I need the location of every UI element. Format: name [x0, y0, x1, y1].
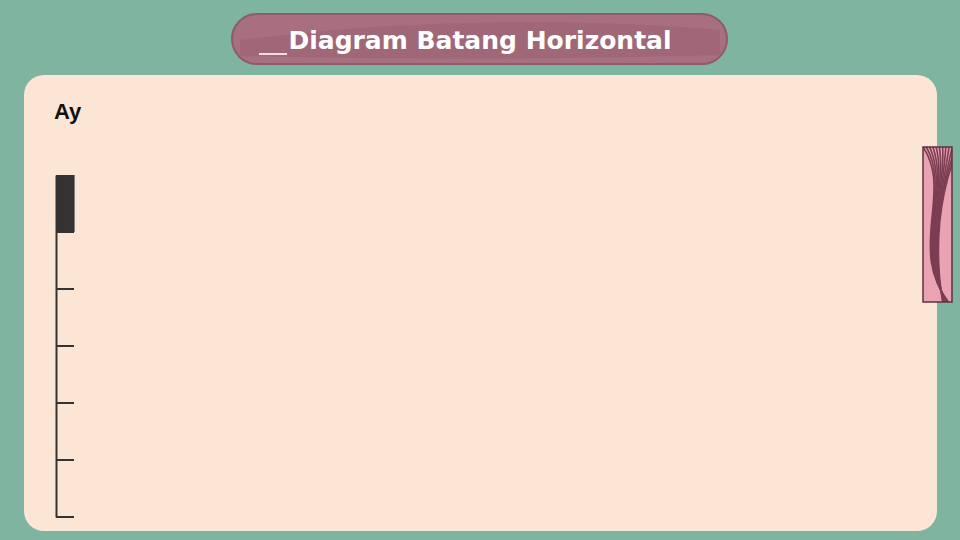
- bar: [56, 175, 75, 232]
- header-shade: [240, 22, 720, 59]
- band-tick: [56, 516, 74, 518]
- header-title: Diagram Batang Horizontal: [288, 26, 671, 55]
- band-tick: [56, 459, 74, 461]
- band-tick: [56, 288, 74, 290]
- band-tick: [56, 345, 74, 347]
- header-pill: [232, 14, 727, 64]
- chart-title: Ay: [54, 99, 82, 124]
- background: [0, 0, 960, 540]
- decoration-stripe: [938, 147, 952, 302]
- band-tick: [56, 231, 74, 233]
- bars: [56, 175, 75, 232]
- band-tick: [56, 402, 74, 404]
- decoration-border: [923, 147, 952, 302]
- band-ticks: [56, 232, 74, 517]
- decoration: [918, 140, 960, 310]
- header-ornament: [259, 53, 287, 55]
- panel: [24, 75, 937, 531]
- slide: Diagram Batang Horizontal Ay: [0, 0, 960, 540]
